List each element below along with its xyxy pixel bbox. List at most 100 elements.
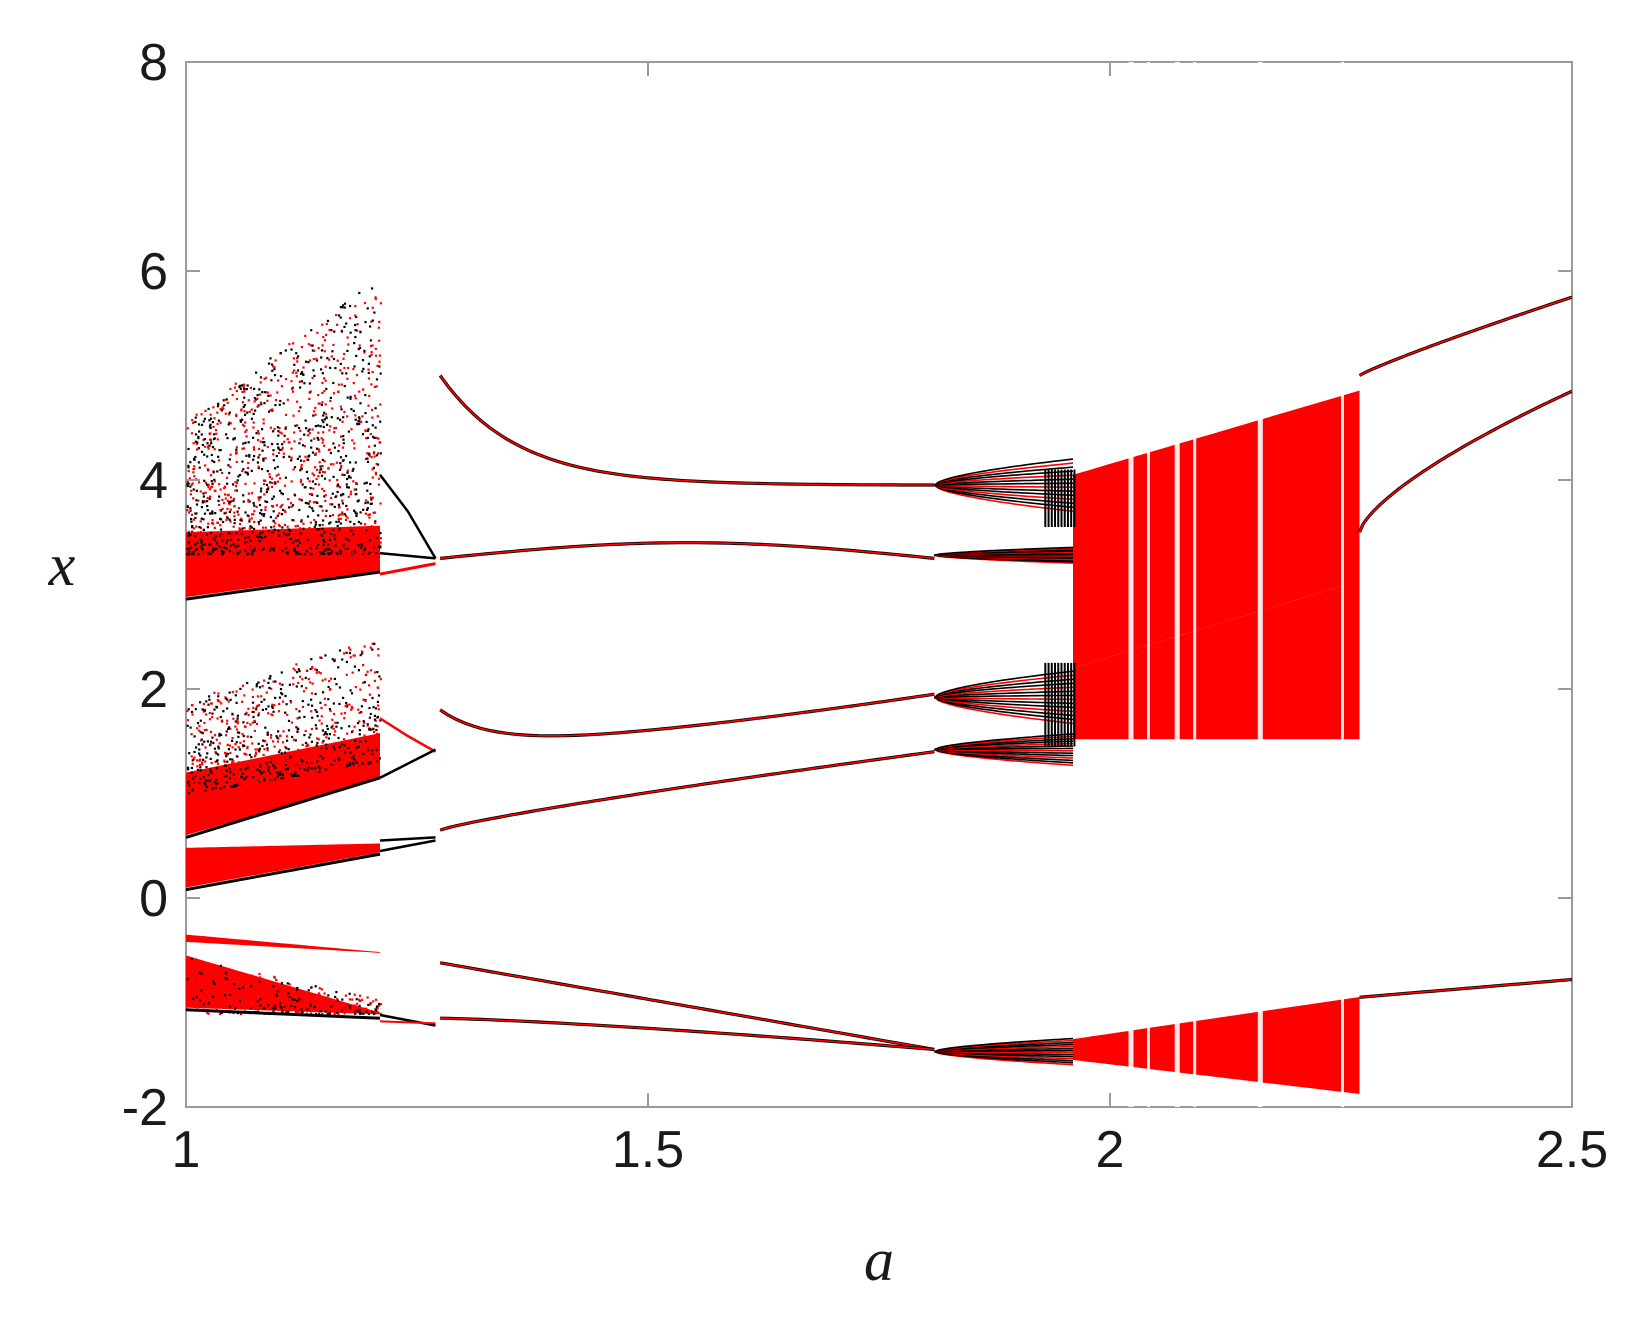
chaotic-point-upper bbox=[233, 515, 236, 518]
chaotic-point-middle bbox=[346, 705, 349, 708]
chaotic-point-middle bbox=[215, 752, 218, 755]
chaotic-point-middle bbox=[319, 754, 322, 758]
chaotic-point-upper bbox=[252, 513, 255, 516]
chaotic-point-middle bbox=[225, 769, 228, 772]
chaotic-point-upper bbox=[310, 553, 313, 556]
chaotic-point-middle bbox=[261, 685, 264, 688]
chaotic-point-upper bbox=[295, 352, 298, 355]
chaotic-point-upper bbox=[302, 373, 305, 376]
chaotic-point-middle bbox=[369, 669, 373, 672]
chaotic-point-upper bbox=[238, 527, 241, 530]
chaotic-point-upper bbox=[345, 372, 348, 375]
chaotic-point-negative bbox=[206, 975, 209, 979]
chaotic-point-upper bbox=[357, 538, 360, 541]
chaotic-point-upper bbox=[243, 425, 246, 428]
chaotic-point-upper bbox=[375, 454, 378, 457]
chaotic-point-negative bbox=[356, 1002, 359, 1005]
chaotic-point-upper bbox=[192, 553, 195, 556]
chaotic-point-upper bbox=[311, 344, 314, 347]
chaotic-point-upper bbox=[264, 479, 267, 482]
chaotic-point-middle bbox=[186, 719, 190, 722]
chaotic-point-upper bbox=[252, 458, 255, 461]
chaotic-point-upper bbox=[339, 316, 342, 319]
chaotic-point-upper bbox=[296, 360, 299, 363]
chaotic-point-upper bbox=[335, 461, 338, 464]
chaotic-point-upper bbox=[340, 383, 343, 386]
chaotic-point-negative bbox=[340, 1004, 343, 1007]
chaotic-point-upper bbox=[325, 387, 328, 391]
chaotic-point-upper bbox=[346, 471, 349, 474]
chaotic-point-upper bbox=[259, 376, 263, 379]
chaotic-point-upper bbox=[192, 471, 195, 474]
chaotic-point-upper bbox=[339, 306, 342, 309]
chaotic-point-upper bbox=[378, 360, 381, 363]
chaotic-point-upper bbox=[329, 515, 332, 518]
chaotic-point-upper bbox=[235, 460, 238, 463]
chaotic-point-upper bbox=[326, 319, 330, 322]
chaotic-point-middle bbox=[217, 747, 220, 750]
chaotic-point-upper bbox=[281, 493, 284, 496]
chaotic-point-negative bbox=[264, 984, 267, 987]
chaotic-point-middle bbox=[226, 743, 229, 746]
chaotic-point-upper bbox=[299, 372, 303, 375]
chaotic-point-middle bbox=[377, 694, 381, 697]
chaotic-point-negative bbox=[286, 982, 289, 985]
chaotic-point-upper bbox=[224, 511, 227, 514]
chaotic-point-upper bbox=[221, 498, 224, 501]
chaotic-point-upper bbox=[199, 526, 202, 529]
chaotic-point-negative bbox=[355, 1006, 358, 1009]
negative-chaotic-band bbox=[186, 955, 380, 1015]
chaotic-point-upper bbox=[367, 428, 370, 431]
chaotic-point-middle bbox=[231, 746, 234, 749]
chaotic-point-upper bbox=[237, 507, 241, 510]
chaotic-point-upper bbox=[291, 539, 294, 542]
chaotic-point-middle bbox=[206, 752, 209, 755]
chaotic-point-upper bbox=[327, 466, 330, 470]
chaotic-point-upper bbox=[346, 477, 349, 481]
chaotic-point-upper bbox=[344, 518, 348, 521]
chaotic-point-middle bbox=[199, 754, 202, 757]
chaotic-point-middle bbox=[302, 757, 305, 760]
chaotic-point-upper bbox=[213, 417, 216, 420]
chaotic-point-upper bbox=[295, 371, 298, 374]
chaotic-point-negative bbox=[332, 1000, 335, 1003]
chaotic-point-middle bbox=[237, 735, 240, 738]
chaotic-point-upper bbox=[213, 526, 216, 529]
chaotic-point-negative bbox=[272, 1010, 275, 1013]
chaotic-point-middle bbox=[217, 692, 220, 695]
chaotic-point-negative bbox=[192, 997, 195, 1000]
chaotic-point-upper bbox=[376, 415, 379, 418]
chaotic-point-middle bbox=[303, 734, 306, 737]
chaotic-point-middle bbox=[311, 682, 314, 685]
chaotic-point-negative bbox=[296, 986, 299, 990]
chaotic-point-middle bbox=[229, 751, 232, 754]
chaotic-point-middle bbox=[213, 734, 217, 737]
chaotic-point-upper bbox=[288, 343, 291, 346]
chaotic-point-middle bbox=[209, 757, 212, 760]
chaotic-point-middle bbox=[355, 746, 358, 749]
chaotic-point-upper bbox=[253, 527, 256, 530]
chaotic-point-upper bbox=[232, 497, 235, 500]
chaotic-point-upper bbox=[253, 397, 256, 400]
chaotic-point-middle bbox=[272, 710, 275, 713]
chaotic-point-upper bbox=[290, 380, 293, 383]
cascade-upper bbox=[934, 484, 1074, 505]
chaotic-point-upper bbox=[278, 512, 281, 515]
chaotic-point-upper bbox=[300, 464, 303, 467]
chaotic-point-upper bbox=[337, 390, 340, 393]
chaotic-point-upper bbox=[291, 541, 294, 544]
chaotic-point-middle bbox=[187, 708, 190, 711]
chaotic-point-upper bbox=[259, 519, 262, 522]
chaotic-point-middle bbox=[333, 677, 336, 680]
chaotic-point-upper bbox=[226, 515, 229, 519]
chaotic-point-upper bbox=[219, 488, 222, 491]
chaotic-point-upper bbox=[244, 430, 247, 433]
chaotic-point-upper bbox=[235, 448, 238, 451]
chaotic-point-upper bbox=[258, 453, 261, 456]
edge-line bbox=[186, 852, 381, 892]
chaotic-point-middle bbox=[260, 772, 263, 775]
chaotic-point-upper bbox=[353, 342, 356, 345]
chaotic-point-middle bbox=[353, 654, 356, 657]
chaotic-point-upper bbox=[284, 427, 287, 430]
chaotic-point-middle bbox=[321, 679, 324, 682]
